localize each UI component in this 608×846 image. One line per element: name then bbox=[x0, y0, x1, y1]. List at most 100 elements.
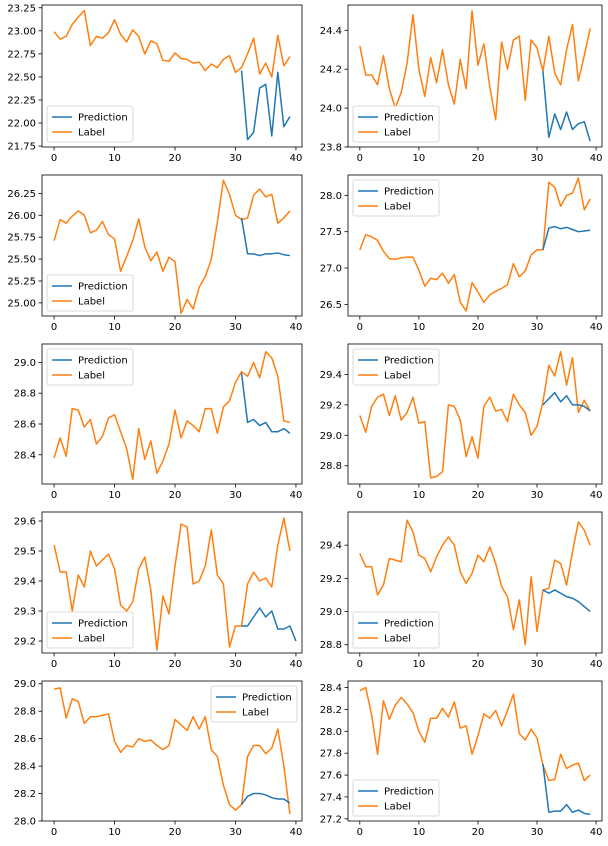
legend-label-label: Label bbox=[78, 371, 105, 382]
series-line-label bbox=[359, 10, 591, 121]
series-line-prediction bbox=[542, 225, 591, 251]
series-line-label bbox=[359, 177, 591, 312]
plot-frame bbox=[347, 174, 603, 317]
y-tick-label: 24.2 bbox=[320, 65, 342, 76]
x-tick-label: 40 bbox=[290, 490, 303, 501]
x-tick-label: 10 bbox=[108, 659, 121, 670]
y-tick-label: 27.2 bbox=[320, 814, 342, 825]
y-tick-label: 29.3 bbox=[14, 607, 36, 618]
y-tick-label: 29.0 bbox=[14, 679, 36, 690]
legend-label-prediction: Prediction bbox=[384, 113, 434, 124]
series-line-prediction bbox=[240, 373, 291, 434]
subplot-9: 0 10 20 30 40 28.0 28.2 28.4 28.6 28.8 29.0 Predict… bbox=[14, 679, 303, 838]
x-tick-label: 40 bbox=[290, 827, 303, 838]
legend: Prediction Label bbox=[46, 348, 134, 386]
x-tick-label: 0 bbox=[357, 153, 363, 164]
subplot-6: 0 10 20 30 40 28.8 29.0 29.2 29.4 Prediction Label bbox=[320, 343, 602, 501]
legend-box bbox=[46, 105, 134, 143]
x-tick-label: 20 bbox=[169, 490, 182, 501]
y-tick-label: 21.75 bbox=[7, 142, 36, 153]
legend-label-label: Label bbox=[78, 297, 105, 308]
y-tick-label: 23.25 bbox=[7, 3, 36, 14]
y-tick-label: 27.4 bbox=[320, 792, 342, 803]
legend-label-prediction: Prediction bbox=[384, 187, 434, 198]
y-tick-label: 27.8 bbox=[320, 749, 342, 760]
plot-frame bbox=[41, 4, 303, 148]
legend-label-label: Label bbox=[242, 708, 269, 719]
x-tick-label: 10 bbox=[108, 322, 121, 333]
legend: Prediction Label bbox=[46, 611, 134, 649]
y-tick-label: 22.50 bbox=[7, 72, 36, 83]
x-tick-label: 10 bbox=[413, 153, 426, 164]
y-tick-label: 23.8 bbox=[320, 143, 342, 154]
subplot-10: 0 10 20 30 40 27.2 27.4 27.6 27.8 28.0 28.2 28.4 Pre… bbox=[320, 680, 603, 838]
legend-box bbox=[352, 348, 440, 386]
series-line-prediction bbox=[240, 792, 291, 805]
y-tick-label: 28.0 bbox=[320, 191, 342, 202]
x-tick-label: 30 bbox=[531, 153, 544, 164]
y-tick-label: 29.4 bbox=[14, 577, 36, 588]
x-tick-label: 10 bbox=[413, 490, 426, 501]
y-tick-label: 29.0 bbox=[14, 358, 36, 369]
legend: Prediction Label bbox=[352, 105, 440, 143]
y-tick-label: 28.8 bbox=[14, 389, 36, 400]
x-tick-label: 40 bbox=[290, 153, 303, 164]
legend-label-label: Label bbox=[384, 128, 411, 139]
y-tick-label: 28.2 bbox=[14, 789, 36, 800]
series-line-prediction bbox=[542, 391, 591, 412]
legend-label-label: Label bbox=[384, 371, 411, 382]
y-tick-label: 25.25 bbox=[7, 276, 36, 287]
legend-box bbox=[46, 348, 134, 386]
y-tick-label: 22.25 bbox=[7, 95, 36, 106]
y-tick-label: 28.8 bbox=[320, 461, 342, 472]
subplot-3: 0 10 20 30 40 25.00 25.25 25.50 25.75 26.00 26.25 P… bbox=[7, 174, 303, 333]
plot-frame bbox=[347, 511, 603, 654]
x-tick-label: 0 bbox=[357, 490, 363, 501]
x-tick-label: 20 bbox=[472, 490, 485, 501]
y-tick-label: 25.50 bbox=[7, 255, 36, 266]
y-tick-label: 28.6 bbox=[14, 734, 36, 745]
y-tick-label: 28.4 bbox=[320, 683, 342, 694]
series-line-prediction bbox=[241, 607, 297, 642]
series-line-label bbox=[359, 686, 591, 782]
y-tick-label: 29.6 bbox=[14, 517, 36, 528]
y-tick-label: 28.4 bbox=[14, 450, 36, 461]
subplot-4: 0 10 20 30 40 26.5 27.0 27.5 28.0 Prediction Label bbox=[320, 174, 603, 333]
x-tick-label: 40 bbox=[590, 827, 603, 838]
x-tick-label: 10 bbox=[413, 322, 426, 333]
legend-box bbox=[352, 611, 440, 649]
series-line-prediction bbox=[542, 589, 591, 613]
x-tick-label: 40 bbox=[590, 322, 603, 333]
legend-box bbox=[46, 611, 134, 649]
series-line-prediction bbox=[542, 764, 591, 816]
y-tick-label: 28.4 bbox=[14, 762, 36, 773]
y-tick-label: 29.0 bbox=[320, 607, 342, 618]
y-tick-label: 27.5 bbox=[320, 227, 342, 238]
legend-label-prediction: Prediction bbox=[78, 356, 128, 367]
x-tick-label: 30 bbox=[229, 490, 242, 501]
x-tick-label: 20 bbox=[169, 827, 182, 838]
legend: Prediction Label bbox=[352, 611, 440, 649]
legend-box bbox=[46, 274, 134, 312]
y-tick-label: 28.0 bbox=[320, 727, 342, 738]
legend-label-prediction: Prediction bbox=[242, 693, 292, 704]
subplot-8: 0 10 20 30 40 28.8 29.0 29.2 29.4 Prediction Label bbox=[320, 511, 603, 670]
legend-label-prediction: Prediction bbox=[384, 356, 434, 367]
subplot-5: 0 10 20 30 40 28.4 28.6 28.8 29.0 Prediction Label bbox=[14, 343, 303, 501]
legend: Prediction Label bbox=[352, 179, 440, 217]
y-tick-label: 26.5 bbox=[320, 300, 342, 311]
y-tick-label: 29.4 bbox=[320, 541, 342, 552]
legend: Prediction Label bbox=[352, 348, 440, 386]
legend: Prediction Label bbox=[46, 274, 134, 312]
legend-label-label: Label bbox=[78, 128, 105, 139]
plot-frame bbox=[41, 174, 303, 317]
x-tick-label: 10 bbox=[108, 153, 121, 164]
y-tick-label: 28.0 bbox=[14, 817, 36, 828]
legend-label-prediction: Prediction bbox=[78, 619, 128, 630]
y-tick-label: 26.25 bbox=[7, 189, 36, 200]
plot-frame bbox=[41, 343, 303, 485]
y-tick-label: 24.4 bbox=[320, 26, 342, 37]
x-tick-label: 0 bbox=[51, 659, 57, 670]
x-tick-label: 40 bbox=[590, 153, 603, 164]
x-tick-label: 0 bbox=[51, 153, 57, 164]
